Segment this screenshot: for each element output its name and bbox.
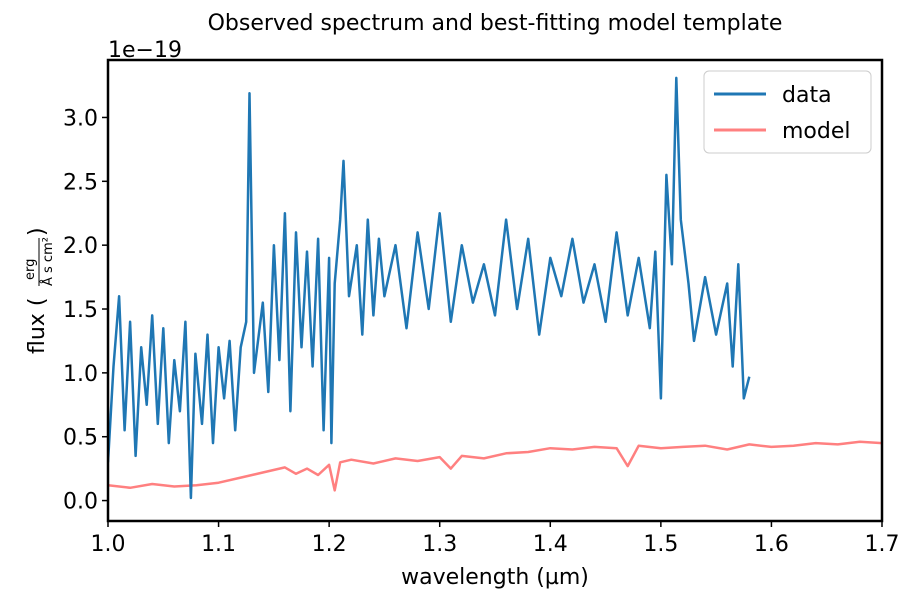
y-tick-label: 0.0	[63, 490, 98, 515]
x-tick-label: 1.6	[754, 532, 789, 557]
legend-label-model: model	[782, 119, 851, 144]
y-tick-label: 2.5	[63, 170, 98, 195]
legend-label-data: data	[782, 83, 832, 108]
y-axis-label-numerator: erg	[23, 259, 38, 280]
legend-box	[703, 70, 872, 154]
x-tick-label: 1.2	[312, 532, 347, 557]
x-tick-label: 1.5	[643, 532, 678, 557]
series-line-data	[108, 76, 751, 500]
x-tick-label: 1.7	[865, 532, 900, 557]
y-tick-label: 1.0	[63, 362, 98, 387]
series-line-model	[108, 440, 882, 492]
plot-frame	[106, 58, 884, 523]
y-axis-label-denominator: Å s cm²	[40, 237, 56, 286]
x-tick-label: 1.4	[533, 532, 568, 557]
x-tick-label: 1.0	[91, 532, 126, 557]
chart-title: Observed spectrum and best-fitting model…	[208, 11, 783, 36]
y-tick-label: 3.0	[63, 106, 98, 131]
legend: data model	[703, 70, 872, 154]
y-axis-label-prefix: flux (	[25, 298, 50, 354]
y-tick-label: 2.0	[63, 234, 98, 259]
x-tick-label: 1.1	[201, 532, 236, 557]
y-tick-label: 1.5	[63, 298, 98, 323]
x-tick-label: 1.3	[422, 532, 457, 557]
x-axis-label: wavelength (µm)	[401, 565, 589, 590]
y-axis-ticks: 0.0 0.5 1.0 1.5 2.0 2.5 3.0	[63, 106, 108, 515]
y-tick-label: 0.5	[63, 426, 98, 451]
x-axis-ticks: 1.0 1.1 1.2 1.3 1.4 1.5 1.6 1.7	[91, 521, 900, 557]
y-axis-label: flux ( erg Å s cm² )	[23, 227, 56, 354]
y-axis-label-suffix: )	[25, 227, 50, 236]
